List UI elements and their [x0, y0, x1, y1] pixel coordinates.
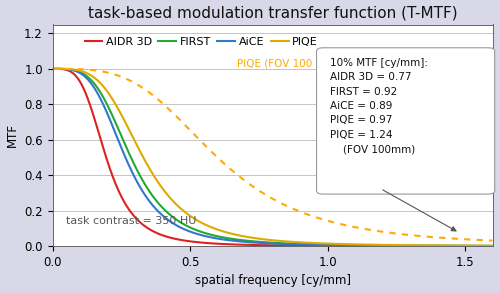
X-axis label: spatial frequency [cy/mm]: spatial frequency [cy/mm] — [194, 275, 350, 287]
Text: 10% MTF [cy/mm]:
AIDR 3D = 0.77
FIRST = 0.92
AiCE = 0.89
PIQE = 0.97
PIQE = 1.24: 10% MTF [cy/mm]: AIDR 3D = 0.77 FIRST = … — [330, 58, 428, 154]
Legend: AIDR 3D, FIRST, AiCE, PIQE: AIDR 3D, FIRST, AiCE, PIQE — [84, 37, 318, 47]
Title: task-based modulation transfer function (T-MTF): task-based modulation transfer function … — [88, 6, 458, 21]
Text: task contrast = 350 HU: task contrast = 350 HU — [66, 216, 196, 226]
Text: PIQE (FOV 100 mm): PIQE (FOV 100 mm) — [238, 59, 340, 69]
FancyBboxPatch shape — [316, 48, 494, 194]
Y-axis label: MTF: MTF — [6, 123, 18, 147]
